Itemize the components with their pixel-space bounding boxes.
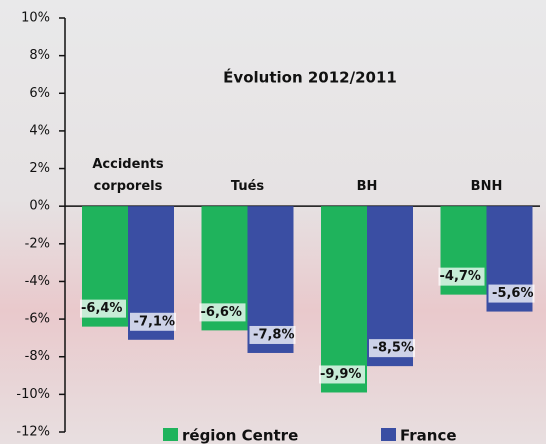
x-tick-label: Tués — [231, 179, 265, 194]
y-tick-label: 8% — [29, 48, 50, 63]
value-label: -9,9% — [320, 367, 361, 382]
value-label-box — [130, 312, 176, 331]
x-tick-label: BH — [357, 179, 378, 194]
legend-swatch — [163, 428, 178, 441]
value-label: -4,7% — [440, 269, 481, 284]
value-label-box — [319, 365, 365, 384]
value-label: -6,4% — [81, 301, 122, 316]
legend-swatch — [381, 428, 396, 441]
value-label-box — [369, 339, 415, 358]
value-label-box — [80, 299, 126, 318]
value-label: -5,6% — [492, 286, 533, 301]
x-tick-label: Accidents corporels — [92, 157, 164, 194]
bar — [321, 206, 367, 393]
value-label: -6,6% — [201, 305, 242, 320]
legend-label: région Centre — [182, 427, 298, 444]
value-label-box — [488, 284, 535, 303]
chart-title: Évolution 2012/2011 — [223, 68, 397, 87]
value-label-box — [438, 267, 485, 286]
y-tick-label: -2% — [25, 236, 50, 251]
y-tick-label: -4% — [25, 274, 50, 289]
x-tick-label: BNH — [471, 179, 503, 194]
value-label-box — [199, 303, 246, 322]
y-tick-label: 2% — [29, 161, 50, 176]
y-tick-label: -6% — [25, 312, 50, 327]
value-label: -7,1% — [134, 314, 175, 329]
y-tick-label: 6% — [29, 86, 50, 101]
legend-label: France — [400, 427, 457, 444]
value-label: -7,8% — [253, 327, 294, 342]
y-tick-label: 10% — [21, 11, 50, 26]
y-tick-label: 4% — [29, 123, 50, 138]
y-tick-label: -10% — [16, 387, 50, 402]
value-label-box — [249, 325, 296, 344]
y-tick-label: -12% — [16, 425, 50, 440]
y-tick-label: 0% — [29, 199, 50, 214]
value-label: -8,5% — [373, 341, 414, 356]
y-tick-label: -8% — [25, 349, 50, 364]
